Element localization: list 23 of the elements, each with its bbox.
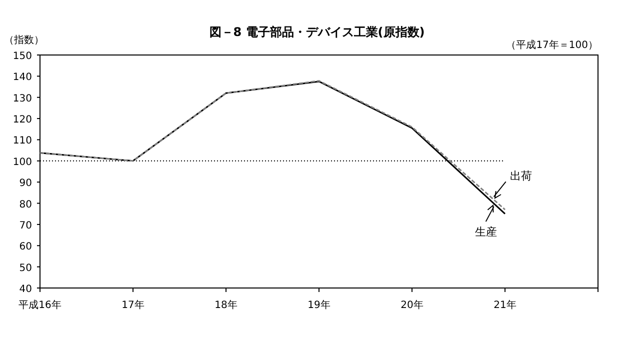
y-tick-label: 60 — [19, 242, 32, 253]
y-tick-label: 130 — [12, 93, 32, 104]
y-tick-label: 120 — [12, 114, 32, 126]
y-tick-label: 50 — [19, 262, 32, 274]
y-tick-label: 150 — [12, 51, 32, 62]
x-tick-label: 20年 — [400, 299, 424, 311]
x-tick-label: 18年 — [214, 299, 238, 311]
y-tick-label: 80 — [19, 199, 32, 210]
x-tick-label: 21年 — [494, 299, 516, 311]
chart-title: 図－8 電子部品・デバイス工業(原指数) — [209, 25, 425, 39]
y-tick-label: 70 — [19, 220, 32, 232]
text: 出荷 — [510, 170, 532, 183]
text: （平成17年＝100） — [506, 39, 598, 51]
y-tick-label: 140 — [12, 72, 32, 84]
y-tick-label: 90 — [19, 178, 32, 190]
y-tick-label: 100 — [12, 156, 32, 168]
y-tick-label: 110 — [12, 136, 32, 147]
x-tick-label: 平成16年 — [18, 299, 62, 311]
y-axis-title: （指数） — [4, 34, 44, 46]
y-tick-label: 40 — [19, 284, 32, 295]
legend-label: 生産 — [474, 226, 497, 239]
x-tick-label: 17年 — [122, 299, 144, 311]
x-tick-label: 19年 — [308, 299, 330, 311]
